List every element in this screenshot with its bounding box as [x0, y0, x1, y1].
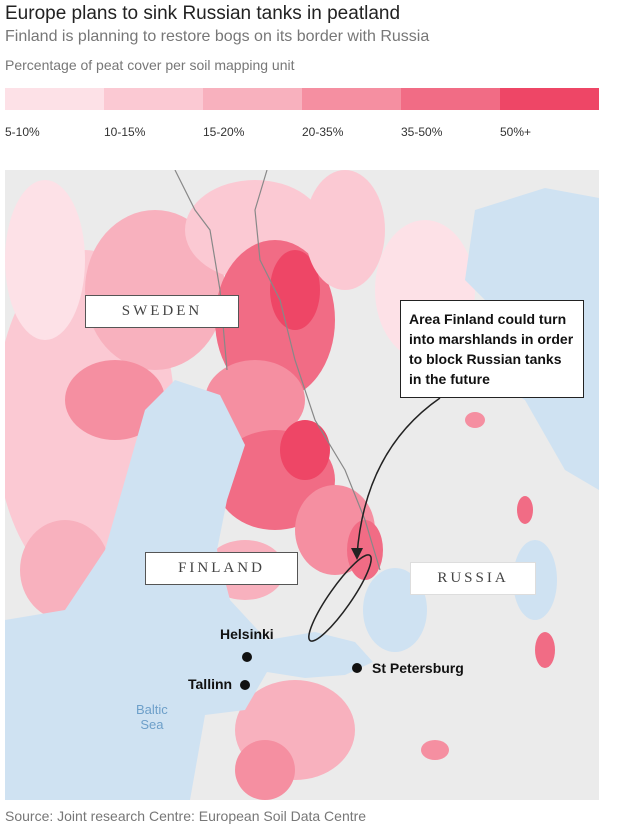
country-label: FINLAND	[145, 552, 298, 585]
peat-area	[465, 412, 485, 428]
country-label: SWEDEN	[85, 295, 239, 328]
peat-area	[305, 170, 385, 290]
legend-label: 35-50%	[401, 125, 443, 139]
peat-area	[280, 420, 330, 480]
peat-area	[235, 740, 295, 800]
peat-area	[517, 496, 533, 524]
legend-swatch	[302, 88, 401, 110]
sea-label-line: Sea	[140, 717, 164, 732]
city-label: Helsinki	[220, 626, 274, 642]
subtitle: Finland is planning to restore bogs on i…	[5, 28, 430, 45]
title: Europe plans to sink Russian tanks in pe…	[5, 3, 401, 24]
peat-area	[65, 360, 165, 440]
peat-area	[535, 632, 555, 668]
city-label: Tallinn	[188, 676, 233, 692]
legend-label: 20-35%	[302, 125, 344, 139]
city-dot	[352, 663, 362, 673]
country-label: RUSSIA	[410, 562, 536, 595]
legend-swatch	[5, 88, 104, 110]
city-dot	[242, 652, 252, 662]
sea	[5, 380, 373, 800]
peat-area	[5, 180, 85, 340]
legend-swatch	[500, 88, 599, 110]
legend-swatch	[203, 88, 302, 110]
peat-area	[85, 210, 225, 370]
legend-label: 50%+	[500, 125, 532, 139]
arrow-head	[351, 548, 363, 560]
legend-swatch	[401, 88, 500, 110]
source: Source: Joint research Centre: European …	[5, 808, 367, 824]
border	[254, 170, 381, 571]
legend-label: 10-15%	[104, 125, 146, 139]
highlight-ellipse	[308, 554, 372, 642]
annotation-arrow	[356, 397, 441, 556]
legend-label: 15-20%	[203, 125, 245, 139]
annotation: Area Finland could turn into marshlands …	[400, 300, 584, 398]
city-label: St Petersburg	[372, 660, 464, 676]
map	[5, 170, 599, 800]
legend-swatch	[104, 88, 203, 110]
city-dot	[240, 680, 250, 690]
legend-title: Percentage of peat cover per soil mappin…	[5, 57, 295, 73]
peat-area	[347, 520, 383, 580]
sea-label: Baltic Sea	[136, 702, 168, 732]
legend-label: 5-10%	[5, 125, 40, 139]
sea-label-line: Baltic	[136, 702, 168, 717]
legend	[5, 88, 599, 110]
peat-area	[421, 740, 449, 760]
